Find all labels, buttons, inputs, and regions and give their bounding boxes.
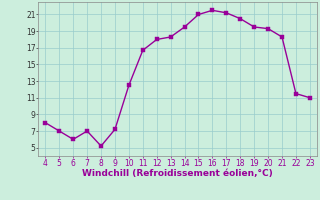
X-axis label: Windchill (Refroidissement éolien,°C): Windchill (Refroidissement éolien,°C) xyxy=(82,169,273,178)
